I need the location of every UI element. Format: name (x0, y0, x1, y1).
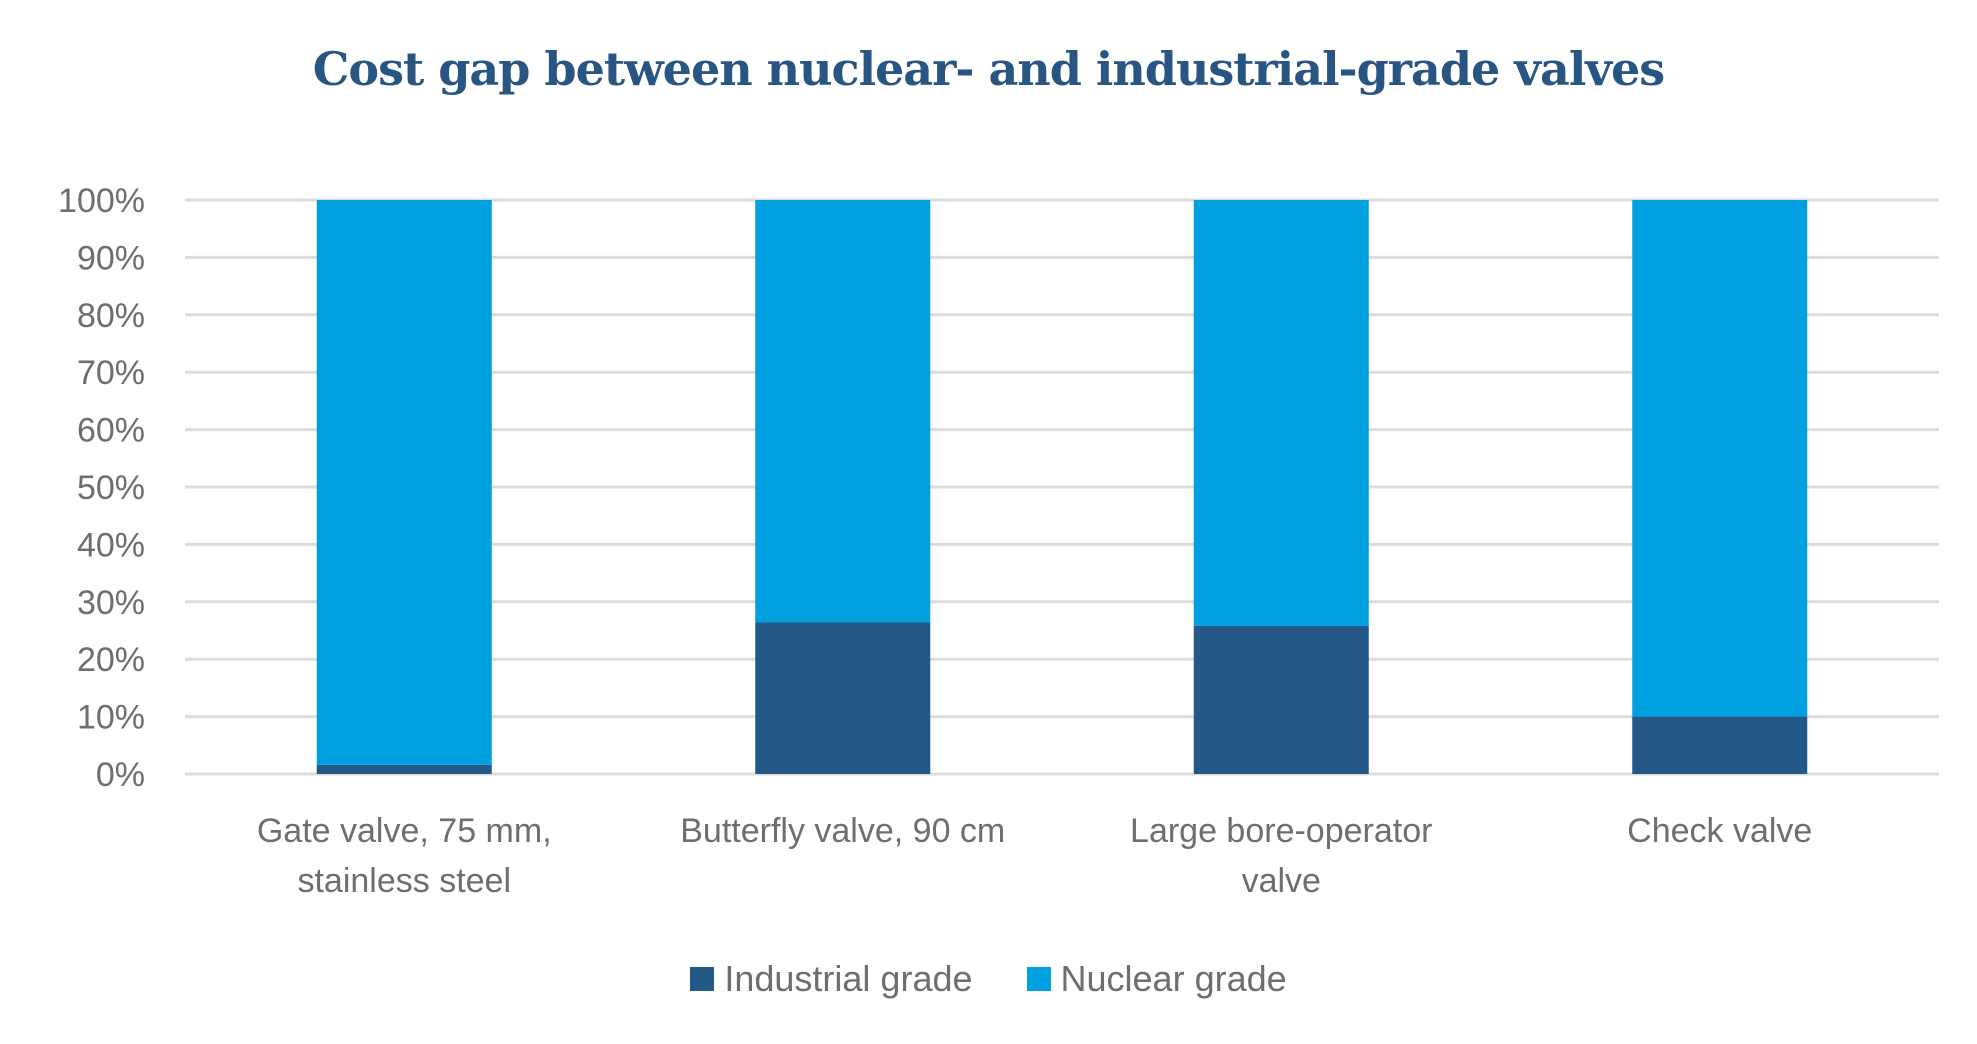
x-category-label: stainless steel (297, 862, 511, 900)
y-tick-label: 80% (77, 297, 145, 335)
y-tick-label: 90% (77, 239, 145, 277)
y-tick-label: 30% (77, 584, 145, 622)
bar-nuclear-grade (1193, 200, 1369, 626)
y-tick-label: 50% (77, 469, 145, 507)
chart-title: Cost gap between nuclear- and industrial… (312, 42, 1665, 96)
legend-item: Industrial grade (690, 958, 973, 1000)
bar-industrial-grade (755, 622, 931, 774)
y-tick-label: 70% (77, 354, 145, 392)
x-category-label: Butterfly valve, 90 cm (680, 812, 1005, 850)
y-tick-label: 10% (77, 699, 145, 737)
x-category-label: Gate valve, 75 mm, (257, 812, 552, 850)
bar-industrial-grade (1632, 716, 1808, 774)
y-tick-label: 100% (58, 182, 145, 220)
bar-industrial-grade (1193, 625, 1369, 774)
legend-swatch (690, 967, 715, 991)
y-tick-label: 60% (77, 412, 145, 450)
legend: Industrial grade Nuclear grade (0, 958, 1977, 1000)
bar-nuclear-grade (316, 200, 492, 765)
y-tick-label: 20% (77, 641, 145, 679)
y-tick-label: 40% (77, 526, 145, 564)
legend-swatch (1026, 967, 1051, 991)
x-category-label: valve (1242, 862, 1321, 900)
y-tick-label: 0% (96, 756, 145, 794)
bar-nuclear-grade (755, 200, 931, 623)
bar-nuclear-grade (1632, 200, 1808, 717)
x-category-label: Large bore-operator (1130, 812, 1432, 850)
legend-label: Industrial grade (724, 958, 973, 999)
x-category-label: Check valve (1627, 812, 1812, 850)
legend-item: Nuclear grade (1026, 958, 1287, 1000)
bar-industrial-grade (316, 764, 492, 774)
legend-label: Nuclear grade (1060, 958, 1287, 999)
